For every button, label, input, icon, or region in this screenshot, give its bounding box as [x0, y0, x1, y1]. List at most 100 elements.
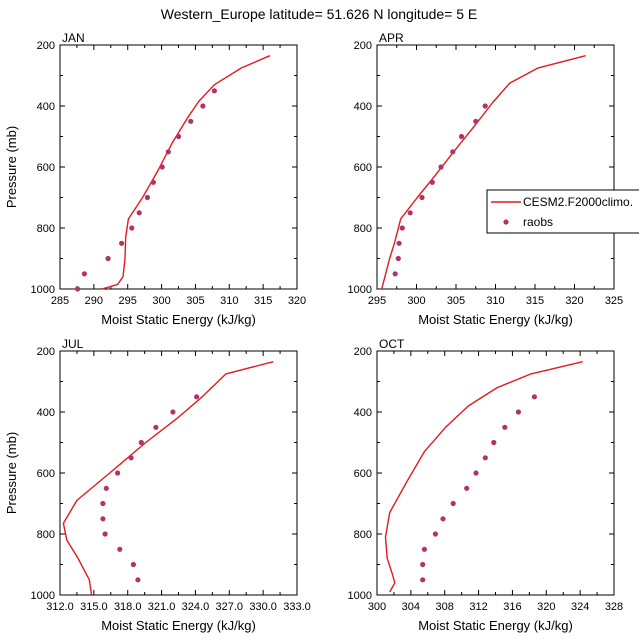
y-tick-label: 200	[37, 40, 55, 52]
legend-box	[486, 189, 639, 234]
x-axis-label: Moist Static Energy (kJ/kg)	[418, 312, 573, 327]
raobs-point	[165, 149, 171, 155]
raobs-point	[482, 455, 488, 461]
raobs-point	[399, 225, 405, 231]
x-tick-label: 312.0	[46, 601, 74, 613]
raobs-point	[150, 179, 156, 185]
raobs-point	[420, 561, 426, 568]
panel-jul: JUL 312.0 315.0 318.0 321.0 324.0 327.0 330.0 33…	[4, 337, 311, 633]
raobs-point	[129, 225, 135, 231]
model-line	[384, 361, 583, 593]
x-tick-label: 324.0	[182, 601, 210, 613]
plot-frame	[59, 350, 298, 596]
model-line	[381, 55, 586, 290]
y-tick-label: 600	[37, 468, 55, 480]
raobs-point	[115, 470, 121, 476]
panel-apr: APR 295 300 305 310 315 320 325 200 400 600 800 1000…	[348, 31, 624, 327]
x-tick-label: 320	[537, 601, 555, 613]
raobs-point	[144, 194, 150, 201]
raobs-point	[130, 561, 136, 568]
raobs-point	[119, 240, 125, 246]
raobs-point	[531, 394, 538, 400]
y-tick-label: 200	[354, 346, 372, 358]
panel-label: APR	[379, 31, 404, 45]
x-tick-label: 308	[436, 601, 454, 613]
raobs-point	[396, 240, 402, 246]
raobs-point	[170, 409, 176, 415]
raobs-point	[138, 439, 144, 446]
y-axis-label: Pressure (mb)	[4, 126, 19, 208]
raobs-point	[395, 255, 401, 262]
x-tick-label: 321.0	[148, 601, 176, 613]
raobs-point	[194, 394, 200, 400]
plot-frame	[59, 44, 298, 290]
panel-label: JAN	[62, 31, 85, 45]
raobs-point	[103, 485, 109, 491]
raobs-point	[105, 255, 111, 262]
x-tick-label: 305	[447, 295, 465, 307]
y-tick-label: 400	[354, 101, 372, 113]
raobs-point	[100, 516, 106, 522]
raobs-point	[407, 210, 413, 216]
y-tick-label: 600	[354, 468, 372, 480]
x-axis-label: Moist Static Energy (kJ/kg)	[418, 618, 573, 633]
raobs-point	[159, 164, 165, 170]
panels: JAN 285 290 295 300 305 310 315 320 200 400 600 800 1…	[4, 31, 623, 633]
y-tick-label: 400	[354, 407, 372, 419]
panel-oct: OCT 300 304 308 312 316 320 324 328 200 400 600 800 1…	[348, 337, 624, 633]
raobs-point	[117, 546, 123, 552]
x-tick-label: 290	[85, 295, 103, 307]
legend: CESM2.F2000climo. raobs	[486, 189, 639, 234]
x-tick-label: 295	[119, 295, 137, 307]
raobs-point	[429, 179, 435, 185]
raobs-point	[188, 118, 194, 124]
raobs-point	[458, 133, 465, 140]
y-tick-label: 800	[37, 223, 55, 235]
y-tick-label: 800	[37, 529, 55, 541]
raobs-point	[473, 470, 479, 476]
y-tick-label: 1000	[31, 590, 55, 602]
raobs-point	[464, 485, 470, 491]
x-tick-label: 316	[503, 601, 521, 613]
raobs-point	[438, 164, 444, 170]
x-tick-label: 310	[486, 295, 504, 307]
x-tick-label: 305	[186, 295, 204, 307]
x-tick-label: 295	[368, 295, 386, 307]
raobs-point	[502, 424, 508, 430]
raobs-point	[419, 194, 425, 201]
raobs-point	[432, 531, 438, 537]
raobs-point	[392, 271, 398, 277]
panel-jan: JAN 285 290 295 300 305 310 315 320 200 400 600 800 1…	[4, 31, 306, 327]
x-tick-label: 318.0	[114, 601, 142, 613]
x-tick-label: 324	[571, 601, 589, 613]
x-axis-label: Moist Static Energy (kJ/kg)	[101, 618, 256, 633]
x-tick-label: 315.0	[80, 601, 108, 613]
plot-frame	[376, 44, 615, 290]
raobs-point	[175, 133, 182, 140]
x-tick-label: 304	[402, 601, 420, 613]
y-tick-label: 400	[37, 407, 55, 419]
y-tick-label: 200	[37, 346, 55, 358]
model-line	[101, 55, 271, 290]
model-line	[62, 361, 274, 596]
x-tick-label: 315	[254, 295, 272, 307]
x-tick-label: 300	[152, 295, 170, 307]
x-tick-label: 312	[469, 601, 487, 613]
raobs-point	[473, 118, 479, 124]
raobs-point	[421, 546, 427, 552]
figure-title: Western_Europe latitude= 51.626 N longit…	[161, 6, 478, 22]
legend-marker-swatch	[503, 219, 509, 225]
y-tick-label: 400	[37, 101, 55, 113]
x-tick-label: 285	[51, 295, 69, 307]
raobs-point	[75, 286, 81, 292]
x-tick-label: 320	[565, 295, 583, 307]
panel-label: OCT	[379, 337, 405, 351]
legend-label-raobs: raobs	[523, 215, 553, 229]
raobs-point	[211, 88, 217, 94]
x-tick-label: 300	[407, 295, 425, 307]
raobs-point	[102, 531, 108, 537]
x-tick-label: 310	[220, 295, 238, 307]
x-tick-label: 333.0	[283, 601, 311, 613]
raobs-point	[136, 210, 142, 216]
